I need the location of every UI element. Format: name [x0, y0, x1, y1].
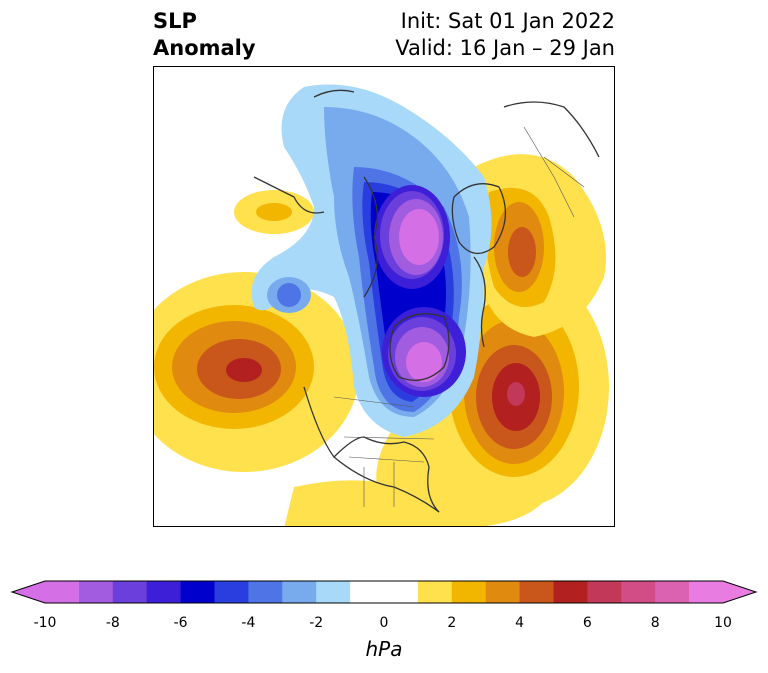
- pacific-high-anomaly: [154, 272, 359, 472]
- colorbar-cell: [655, 581, 690, 603]
- colorbar-tick-label: 10: [714, 615, 732, 631]
- colorbar-cell: [485, 581, 521, 603]
- colorbar-tick-label: 0: [379, 615, 389, 631]
- anomaly-map: [153, 66, 615, 527]
- colorbar: [10, 580, 758, 604]
- colorbar-tick-label: 4: [515, 615, 525, 631]
- colorbar-cell: [350, 581, 385, 603]
- colorbar-cell: [78, 581, 114, 603]
- borders: [333, 126, 585, 507]
- alaska-positive: [234, 190, 314, 234]
- eurasia-high-anomaly: [470, 154, 606, 337]
- arctic-low-anomaly: [251, 84, 492, 437]
- colorbar-cell: [384, 581, 419, 603]
- colorbar-tick-label: 8: [650, 615, 660, 631]
- colorbar-cell: [248, 581, 283, 603]
- colorbar-unit: hPa: [365, 637, 403, 661]
- colorbar-cell: [689, 581, 756, 603]
- colorbar-cell: [553, 581, 588, 603]
- forecast-dates: Init: Sat 01 Jan 2022 Valid: 16 Jan – 29…: [395, 8, 615, 62]
- colorbar-cell: [621, 581, 656, 603]
- colorbar-cell: [180, 581, 215, 603]
- init-date: Init: Sat 01 Jan 2022: [400, 9, 615, 33]
- coastlines: [253, 89, 600, 513]
- colorbar-cell: [214, 581, 249, 603]
- colorbar-tick-label: -4: [241, 615, 256, 631]
- colorbar-tick-label: -8: [105, 615, 120, 631]
- valid-range: Valid: 16 Jan – 29 Jan: [395, 36, 615, 60]
- colorbar-cell: [12, 581, 79, 603]
- colorbar-cell: [146, 581, 182, 603]
- colorbar-cell: [451, 581, 487, 603]
- map-title: SLP Anomaly: [153, 8, 256, 62]
- colorbar-tick-label: -10: [33, 615, 57, 631]
- colorbar-tick-label: 2: [447, 615, 457, 631]
- colorbar-cell: [587, 581, 622, 603]
- title-variable: SLP: [153, 9, 197, 33]
- colorbar-cell: [112, 581, 148, 603]
- colorbar-outline: [10, 580, 758, 604]
- map-canvas: [154, 84, 609, 526]
- atlantic-high-anomaly: [429, 267, 609, 507]
- colorbar-tick-label: -2: [309, 615, 324, 631]
- colorbar-cell: [316, 581, 351, 603]
- colorbar-cell: [417, 581, 453, 603]
- colorbar-cell: [519, 581, 554, 603]
- colorbar-tick-label: -6: [173, 615, 188, 631]
- colorbar-cell: [282, 581, 317, 603]
- title-anomaly: Anomaly: [153, 36, 256, 60]
- colorbar-tick-label: 6: [582, 615, 592, 631]
